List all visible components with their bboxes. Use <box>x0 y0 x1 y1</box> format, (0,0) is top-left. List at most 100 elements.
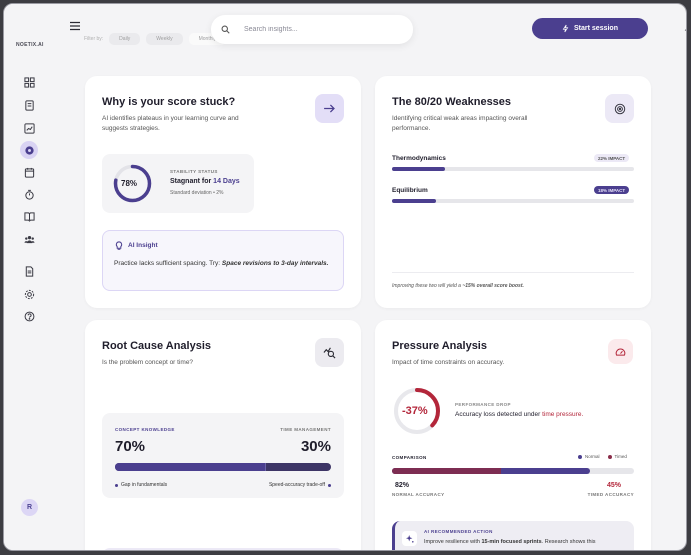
lightning-icon <box>562 24 569 33</box>
weakness-bar-fill <box>392 199 436 203</box>
action-text-emph: 15-min focused sprints <box>481 539 542 545</box>
stagnant-days: 14 Days <box>213 178 240 185</box>
split-bar-concept <box>115 463 267 471</box>
divider <box>392 272 634 273</box>
filter-bar: Filter by: Daily Weekly Monthly <box>84 33 227 45</box>
pressure-card: Pressure Analysis Impact of time constra… <box>375 320 651 550</box>
comparison-legend: Normal Timed <box>578 454 627 459</box>
weakness-footer-lead: Improving these two will yield a <box>392 283 463 289</box>
target-icon <box>614 103 625 114</box>
score-stuck-card: Why is your score stuck? AI identifies p… <box>85 76 361 308</box>
root-cause-footer-box <box>102 548 344 550</box>
community-icon <box>23 235 35 243</box>
dashboard-icon <box>23 76 35 88</box>
time-caption: TIME MANAGEMENT <box>280 427 331 432</box>
legend-dot <box>328 483 331 487</box>
comparison-caption: COMPARISON <box>392 455 427 460</box>
sidebar-item-insights[interactable] <box>20 141 38 159</box>
right-legend: Speed-accuracy trade-off <box>269 482 331 488</box>
card-title: Why is your score stuck? <box>102 96 236 108</box>
concept-caption: CONCEPT KNOWLEDGE <box>115 427 175 432</box>
filter-chip-weekly[interactable]: Weekly <box>146 33 183 45</box>
weakness-name: Thermodynamics <box>392 155 446 162</box>
stability-ring-label: 78% <box>121 179 138 188</box>
gauge-button[interactable] <box>608 339 633 364</box>
target-button[interactable] <box>605 94 634 123</box>
card-title: The 80/20 Weaknesses <box>392 96 512 108</box>
split-bar <box>115 463 331 471</box>
lightbulb-icon <box>115 241 123 250</box>
search-input[interactable] <box>244 26 394 33</box>
card-title: Root Cause Analysis <box>102 340 212 352</box>
normal-accuracy-value: 82% <box>395 482 410 489</box>
logo: NOETIX.AI <box>16 42 44 48</box>
legend-dot <box>607 454 612 459</box>
concept-value: 70% <box>115 438 146 455</box>
sidebar-item-dashboard[interactable] <box>20 73 38 91</box>
sidebar-item-settings[interactable] <box>20 285 38 303</box>
timed-accuracy-value: 45% <box>606 482 621 489</box>
card-title: Pressure Analysis <box>392 340 487 352</box>
weakness-footer: Improving these two will yield a ~15% ov… <box>392 283 524 289</box>
legend-normal: Normal <box>578 454 600 459</box>
left-legend-label: Gap in fundamentals <box>121 482 168 488</box>
action-caption: AI RECOMMENDED ACTION <box>424 529 493 534</box>
drop-text: Accuracy loss detected under time pressu… <box>455 411 583 418</box>
comparison-bar-timed <box>392 468 501 474</box>
legend-timed-label: Timed <box>614 454 627 459</box>
card-subtitle: Impact of time constraints on accuracy. <box>392 359 505 366</box>
deviation-text: Standard deviation • 2% <box>170 190 224 196</box>
sidebar-item-timer[interactable] <box>20 185 38 203</box>
ai-insight-lead: Practice lacks sufficient spacing. Try: <box>114 260 222 267</box>
sidebar-item-calendar[interactable] <box>20 163 38 181</box>
card-subtitle: Is the problem concept or time? <box>102 359 194 366</box>
notebook-icon <box>24 99 34 111</box>
root-cause-breakdown: CONCEPT KNOWLEDGE 70% TIME MANAGEMENT 30… <box>102 413 344 498</box>
sidebar-item-analytics[interactable] <box>20 119 38 137</box>
weakness-footer-emph: ~15% overall score boost. <box>462 283 524 289</box>
gauge-icon <box>615 348 626 356</box>
sidebar-item-document[interactable] <box>20 262 38 280</box>
drop-text-emph: time pressure. <box>542 411 584 418</box>
sparkle-icon <box>405 534 414 543</box>
timed-accuracy-caption: TIMED ACCURACY <box>587 492 634 497</box>
weaknesses-card: The 80/20 Weaknesses Identifying critica… <box>375 76 651 308</box>
sidebar: NOETIX.AI <box>4 4 54 550</box>
sidebar-item-help[interactable] <box>20 307 38 325</box>
stability-ring <box>113 164 152 203</box>
root-cause-card: Root Cause Analysis Is the problem conce… <box>85 320 361 550</box>
search-bar[interactable] <box>211 15 413 44</box>
weakness-name: Equilibrium <box>392 187 428 194</box>
card-subtitle: Identifying critical weak areas impactin… <box>392 115 528 132</box>
open-details-button[interactable] <box>315 94 344 123</box>
action-text: Improve resilience with 15-min focused s… <box>424 539 596 545</box>
impact-badge: 22% IMPACT <box>594 154 630 162</box>
sidebar-item-library[interactable] <box>20 207 38 225</box>
stagnant-status: Stagnant for 14 Days <box>170 178 240 185</box>
sidebar-item-notebook[interactable] <box>20 96 38 114</box>
ai-insight-emph: Space revisions to 3-day intervals. <box>221 260 329 267</box>
weakness-bar-track <box>392 167 634 171</box>
analyze-button[interactable] <box>315 338 344 367</box>
search-chart-icon <box>323 347 336 359</box>
menu-icon[interactable] <box>69 21 81 31</box>
legend-dot <box>578 454 582 459</box>
avatar[interactable]: R <box>21 499 38 516</box>
filter-label: Filter by: <box>84 36 104 42</box>
insights-icon <box>24 145 34 155</box>
settings-icon <box>24 289 34 299</box>
weakness-bar-track <box>392 199 634 203</box>
library-icon <box>23 211 35 222</box>
filter-chip-daily[interactable]: Daily <box>109 33 141 45</box>
analytics-icon <box>23 122 35 134</box>
ai-insight-title: AI Insight <box>128 242 158 249</box>
start-session-button[interactable]: Start session <box>532 18 648 39</box>
sidebar-item-community[interactable] <box>20 230 38 248</box>
ai-insight-box: AI Insight Practice lacks sufficient spa… <box>102 230 344 291</box>
bell-icon[interactable] <box>684 20 687 33</box>
right-legend-label: Speed-accuracy trade-off <box>268 482 325 488</box>
calendar-icon <box>24 167 34 178</box>
impact-badge: 18% IMPACT <box>594 186 630 194</box>
action-text-tail: . Research shows this <box>541 539 596 545</box>
weakness-bar-fill <box>392 167 446 171</box>
